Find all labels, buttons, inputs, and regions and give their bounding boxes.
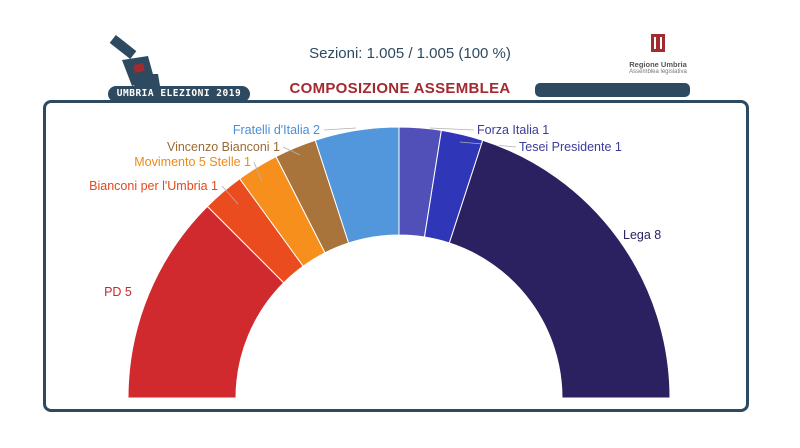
region-name: Regione Umbria (629, 60, 687, 69)
logo-badge-text: UMBRIA ELEZIONI 2019 (108, 86, 250, 102)
slice-label-pd: PD 5 (104, 285, 132, 299)
seat-slice-lega (448, 139, 671, 399)
slice-label-vincenzo-bianconi: Vincenzo Bianconi 1 (167, 140, 280, 154)
slice-label-lega: Lega 8 (623, 228, 661, 242)
leader-line-forza-italia (429, 127, 475, 131)
slice-label-fratelli-d-italia: Fratelli d'Italia 2 (233, 123, 320, 137)
ballot-hand-icon (109, 35, 160, 86)
regione-emblem-icon (651, 34, 665, 52)
slice-label-forza-italia: Forza Italia 1 (477, 123, 549, 137)
slice-label-bianconi-per-l-umbria: Bianconi per l'Umbria 1 (89, 179, 218, 193)
slice-label-movimento-5-stelle: Movimento 5 Stelle 1 (134, 155, 251, 169)
slice-label-tesei-presidente: Tesei Presidente 1 (519, 140, 622, 154)
title-underline-bar (535, 83, 690, 97)
page-title: COMPOSIZIONE ASSEMBLEA (289, 80, 511, 97)
leader-line-movimento-5-stelle (253, 161, 263, 183)
leader-line-bianconi-per-l-umbria (221, 185, 239, 205)
umbria-elezioni-logo: UMBRIA ELEZIONI 2019 (104, 34, 254, 104)
regione-umbria-logo: Regione Umbria Assemblea legislativa (618, 34, 698, 84)
region-subtitle: Assemblea legislativa (629, 69, 687, 75)
sezioni-counter: Sezioni: 1.005 / 1.005 (100 %) (309, 45, 511, 62)
leader-line-vincenzo-bianconi (282, 146, 301, 156)
leader-line-fratelli-d-italia (323, 127, 357, 131)
